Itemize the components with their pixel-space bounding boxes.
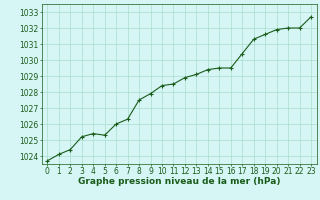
X-axis label: Graphe pression niveau de la mer (hPa): Graphe pression niveau de la mer (hPa) <box>78 177 280 186</box>
